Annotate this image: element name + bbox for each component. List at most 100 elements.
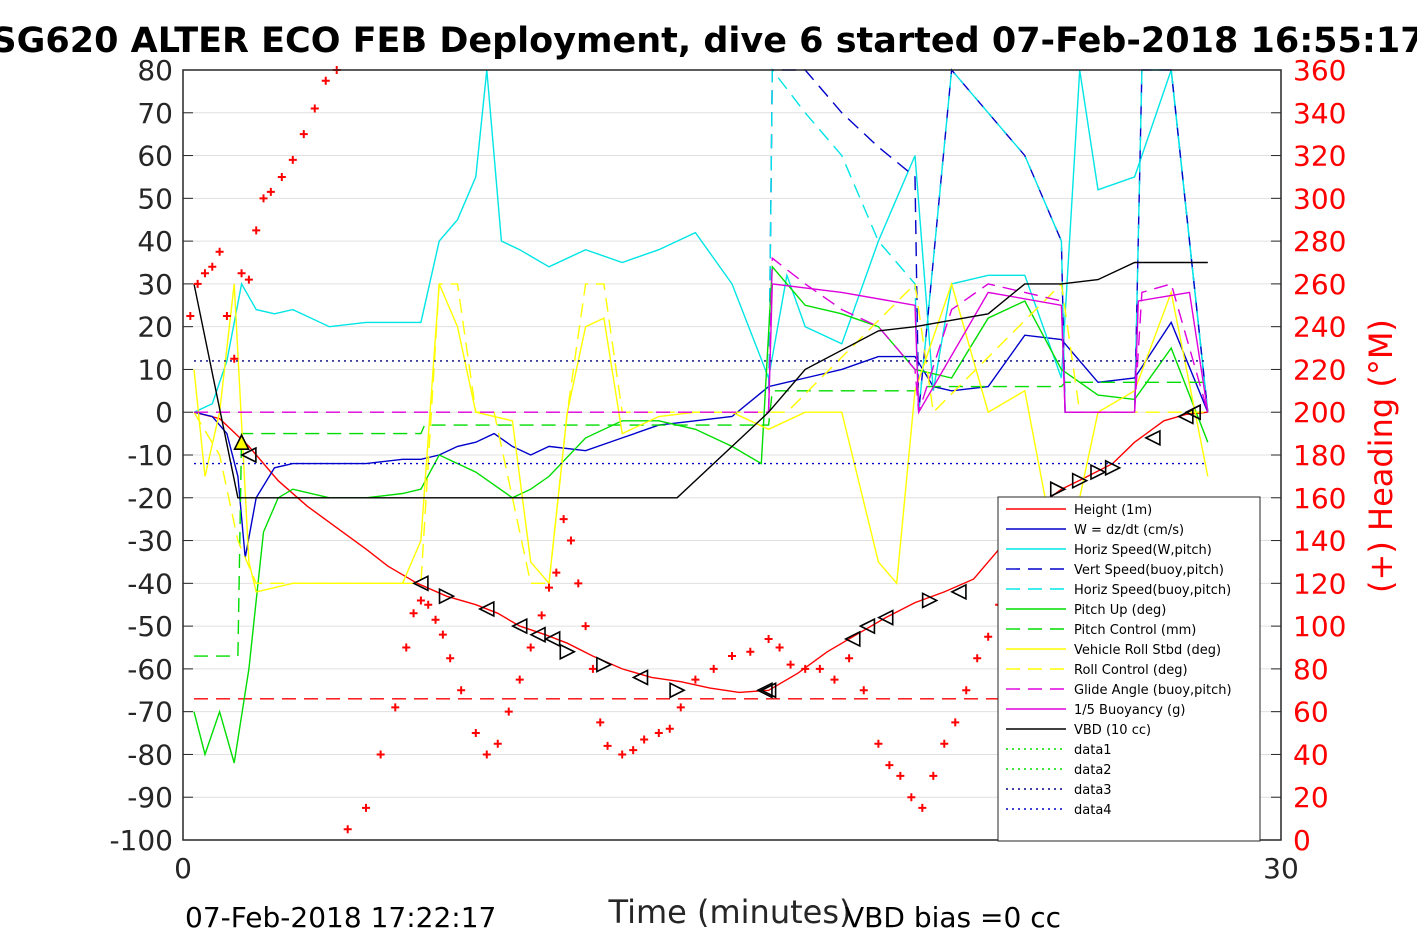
heading-point	[962, 686, 971, 695]
heading-point	[896, 771, 905, 780]
heading-point	[764, 634, 773, 643]
heading-point	[471, 729, 480, 738]
heading-point	[552, 568, 561, 577]
heading-point	[940, 739, 949, 748]
heading-point	[424, 600, 433, 609]
waypoint-marker	[559, 643, 577, 661]
left-tick-label: -40	[127, 567, 173, 600]
heading-point	[438, 630, 447, 639]
waypoint-marker	[631, 669, 649, 686]
heading-point	[728, 652, 736, 661]
waypoint-marker	[669, 681, 686, 699]
heading-point	[559, 515, 568, 524]
heading-point	[596, 718, 605, 727]
heading-point	[362, 803, 370, 812]
left-tick-label: -50	[127, 610, 173, 643]
legend-label: Horiz Speed(W,pitch)	[1074, 543, 1212, 558]
waypoint-marker	[510, 617, 528, 635]
legend-label: Pitch Control (mm)	[1074, 623, 1196, 638]
legend-label: Height (1m)	[1074, 503, 1152, 518]
right-tick-label: 360	[1293, 54, 1346, 87]
heading-point	[588, 664, 597, 673]
waypoint-marker	[759, 681, 777, 699]
heading-point	[603, 741, 612, 750]
right-tick-label: 160	[1293, 482, 1346, 515]
series-line	[193, 265, 1209, 764]
heading-point	[288, 155, 297, 164]
heading-point	[830, 675, 839, 684]
heading-point	[801, 664, 810, 673]
heading-point	[266, 187, 275, 196]
waypoint-marker	[1184, 403, 1201, 421]
heading-point	[230, 354, 239, 363]
heading-point	[299, 130, 308, 139]
series-line	[193, 261, 1208, 499]
waypoint-marker	[240, 446, 257, 464]
heading-point	[566, 536, 575, 545]
waypoint-markers	[233, 403, 1201, 699]
right-tick-label: 140	[1293, 525, 1346, 558]
right-tick-label: 180	[1293, 439, 1346, 472]
heading-point	[918, 803, 927, 812]
heading-point	[746, 647, 755, 656]
heading-point	[504, 707, 513, 716]
heading-point	[200, 269, 209, 278]
heading-point	[640, 735, 649, 744]
left-tick-label: 80	[137, 54, 173, 87]
waypoint-marker	[543, 630, 561, 648]
x-axis-ticks: 0 30	[174, 852, 1299, 885]
left-axis-ticks: 80 70 60 50 40 30 20 10 0 -10 -20 -30 -40 -50 -60 -70 -8…	[109, 54, 193, 857]
heading-point	[215, 247, 224, 256]
right-tick-label: 280	[1293, 225, 1346, 258]
legend-label: data4	[1074, 803, 1112, 818]
series-line	[194, 256, 1209, 413]
left-tick-label: -30	[127, 525, 173, 558]
legend-label: 1/5 Buoyancy (g)	[1074, 703, 1185, 718]
legend-label: Vert Speed(buoy,pitch)	[1074, 563, 1224, 578]
right-axis-ticks: 3603403203002802602402202001801601401201…	[1271, 54, 1346, 857]
legend-label: Vehicle Roll Stbd (deg)	[1074, 643, 1221, 658]
waypoint-marker	[1090, 463, 1107, 481]
legend-label: Glide Angle (buoy,pitch)	[1074, 683, 1232, 698]
right-tick-label: 320	[1293, 140, 1346, 173]
heading-point	[709, 664, 718, 673]
left-tick-label: -90	[127, 781, 173, 814]
heading-point	[859, 686, 868, 695]
heading-point	[951, 718, 960, 727]
footer-timestamp: 07-Feb-2018 17:22:17	[185, 901, 496, 934]
x-tick-label: 30	[1263, 852, 1299, 885]
heading-point	[665, 724, 674, 733]
left-tick-label: 40	[137, 225, 173, 258]
right-tick-label: 340	[1293, 97, 1346, 130]
x-tick-label: 0	[174, 852, 192, 885]
right-tick-label: 80	[1293, 653, 1329, 686]
right-tick-label: 200	[1293, 396, 1346, 429]
waypoint-marker	[596, 656, 613, 673]
waypoint-marker	[438, 587, 456, 605]
footer-vbd-bias: VBD bias =0 cc	[845, 901, 1061, 934]
heading-point	[376, 750, 385, 759]
heading-point	[402, 643, 411, 652]
waypoint-marker	[529, 626, 546, 643]
legend: Height (1m) W = dz/dt (cm/s) Horiz Speed(W…	[997, 496, 1261, 842]
series-line	[193, 69, 1209, 413]
legend-label: W = dz/dt (cm/s)	[1074, 523, 1184, 538]
heading-point	[321, 76, 330, 85]
legend-label: data1	[1074, 743, 1112, 758]
heading-point	[409, 609, 418, 618]
right-tick-label: 240	[1293, 311, 1346, 344]
waypoint-marker	[1049, 480, 1067, 498]
heading-point	[775, 643, 784, 652]
heading-point	[691, 675, 700, 684]
legend-label: data3	[1074, 783, 1112, 798]
left-tick-label: -60	[127, 653, 173, 686]
waypoint-marker	[756, 681, 773, 699]
legend-label: VBD (10 cc)	[1074, 723, 1151, 738]
waypoint-marker	[1144, 429, 1161, 447]
heading-point	[629, 746, 638, 755]
heading-point	[208, 262, 217, 271]
heading-point	[676, 703, 685, 712]
left-tick-label: 30	[137, 268, 173, 301]
heading-point	[515, 675, 524, 684]
left-tick-label: -10	[127, 439, 173, 472]
